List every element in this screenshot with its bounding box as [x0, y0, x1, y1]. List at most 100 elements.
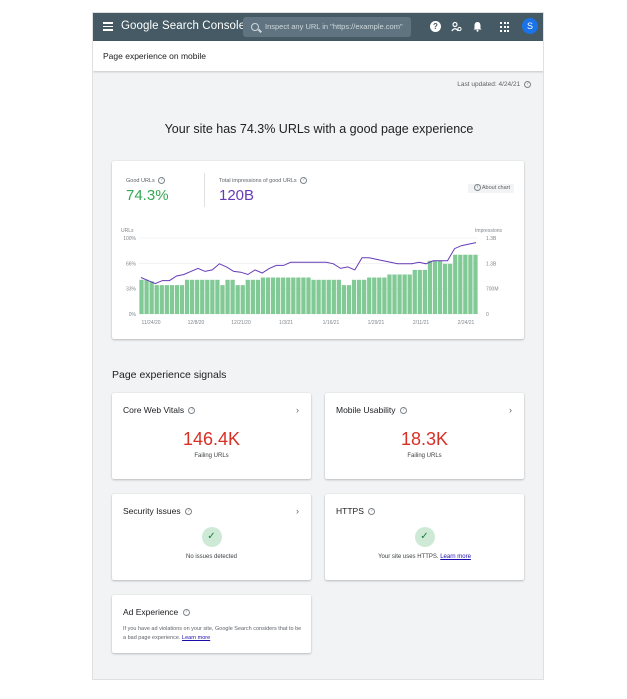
- info-icon[interactable]: ?: [185, 508, 193, 516]
- bar: [296, 277, 301, 314]
- bar: [316, 279, 321, 314]
- https-learn-more-link[interactable]: Learn more: [440, 554, 471, 560]
- security-issues-title-text: Security Issues: [123, 506, 181, 516]
- url-inspection-search[interactable]: Inspect any URL in "https://example.com": [243, 17, 411, 37]
- bar: [189, 279, 195, 314]
- x-tick-label: 1/3/21: [279, 320, 293, 326]
- good-urls-label: Good URLs: [126, 177, 155, 184]
- y-tick-label: 66%: [126, 261, 137, 267]
- help-icon[interactable]: ?: [430, 21, 441, 32]
- bar: [306, 277, 311, 314]
- info-icon[interactable]: ?: [158, 177, 166, 184]
- bar: [200, 279, 205, 314]
- account-avatar[interactable]: S: [522, 18, 538, 34]
- core-web-vitals-failing-count: 146.4K: [182, 429, 241, 449]
- bar: [326, 279, 331, 314]
- top-app-bar: Google Search Console Inspect any URL in…: [93, 13, 543, 41]
- security-issues-card[interactable]: Security Issues ? › ✓ No issues detected: [112, 494, 311, 580]
- bar: [215, 279, 220, 314]
- bar: [402, 274, 407, 314]
- x-tick-label: 1/16/21: [323, 320, 340, 326]
- y2-tick-label: 700M: [486, 287, 499, 293]
- ad-learn-more-link[interactable]: Learn more: [182, 634, 211, 641]
- chevron-right-icon[interactable]: ›: [509, 405, 512, 415]
- core-web-vitals-card[interactable]: Core Web Vitals ? › 146.4K Failing URLs: [112, 393, 311, 479]
- bar: [382, 277, 387, 314]
- https-status: Your site uses HTTPS. Learn more: [325, 554, 524, 560]
- menu-icon[interactable]: [103, 22, 113, 31]
- bar: [184, 279, 190, 314]
- bar: [179, 285, 185, 314]
- info-icon[interactable]: ?: [182, 609, 190, 617]
- signals-section-title: Page experience signals: [112, 369, 227, 381]
- core-web-vitals-title: Core Web Vitals ?: [123, 405, 196, 415]
- core-web-vitals-title-text: Core Web Vitals: [123, 405, 185, 415]
- mobile-usability-failing-label: Failing URLs: [407, 453, 442, 459]
- y-tick-label: 0%: [129, 312, 137, 318]
- bar: [341, 285, 347, 314]
- bar: [412, 269, 417, 314]
- info-icon[interactable]: ?: [524, 81, 531, 88]
- bar: [372, 277, 377, 314]
- search-placeholder: Inspect any URL in "https://example.com": [265, 22, 403, 31]
- y-tick-label: 100%: [123, 236, 136, 242]
- impressions-value: 120B: [219, 187, 255, 204]
- ad-experience-description: If you have ad violations on your site, …: [123, 625, 303, 642]
- bar: [397, 274, 402, 314]
- bar: [276, 277, 281, 314]
- chevron-right-icon[interactable]: ›: [296, 405, 299, 415]
- metric-divider: [204, 173, 205, 207]
- bar: [453, 254, 458, 314]
- bar: [154, 285, 159, 314]
- impressions-label: Total impressions of good URLs: [219, 177, 297, 184]
- chart-axis-labels: 100% 1.3B 66% 1.3B 33% 700M 0% 0 URLs Impressions…: [121, 228, 503, 326]
- bar: [458, 254, 463, 314]
- bar: [367, 277, 372, 314]
- impressions-line: [140, 242, 477, 285]
- about-chart-button[interactable]: i About chart: [467, 184, 514, 193]
- info-icon: i: [473, 184, 481, 192]
- bar: [139, 279, 144, 314]
- bar: [356, 279, 362, 314]
- impressions-line-path: [140, 242, 477, 285]
- mobile-usability-title: Mobile Usability ?: [336, 405, 407, 415]
- bar: [235, 285, 240, 314]
- bar: [351, 279, 357, 314]
- apps-grid-icon[interactable]: [500, 22, 510, 33]
- about-chart-label: About chart: [481, 185, 510, 191]
- settings-users-icon[interactable]: [451, 21, 462, 32]
- https-card: HTTPS ? ✓ Your site uses HTTPS. Learn mo…: [325, 494, 524, 580]
- bar: [336, 279, 341, 314]
- bar: [144, 279, 149, 314]
- page-title: Page experience on mobile: [103, 51, 207, 61]
- last-updated: Last updated: 4/24/21 ?: [457, 81, 531, 88]
- product-logo[interactable]: Google Search Console: [121, 20, 246, 32]
- bar: [473, 254, 478, 314]
- info-icon[interactable]: ?: [300, 177, 308, 184]
- bar: [265, 277, 271, 314]
- notifications-icon[interactable]: [472, 21, 483, 32]
- bar: [377, 277, 382, 314]
- impressions-metric-label: Total impressions of good URLs ?: [219, 177, 308, 184]
- mobile-usability-card[interactable]: Mobile Usability ? › 18.3K Failing URLs: [325, 393, 524, 479]
- bar: [286, 277, 291, 314]
- search-icon: [251, 23, 259, 31]
- mobile-usability-failing-count: 18.3K: [400, 429, 449, 449]
- overview-chart-card: Good URLs ? 74.3% Total impressions of g…: [112, 161, 524, 339]
- bar: [346, 285, 352, 314]
- x-tick-label: 2/24/21: [458, 320, 475, 326]
- info-icon[interactable]: ?: [188, 407, 196, 415]
- info-icon[interactable]: ?: [399, 407, 407, 415]
- bar: [281, 277, 286, 314]
- bar: [210, 279, 215, 314]
- bar: [432, 260, 438, 314]
- good-urls-metric-label: Good URLs ?: [126, 177, 166, 184]
- y2-tick-label: 0: [486, 312, 489, 318]
- bar: [301, 277, 306, 314]
- last-updated-text: Last updated: 4/24/21: [457, 81, 521, 89]
- page-header: Page experience on mobile: [93, 41, 543, 71]
- info-icon[interactable]: ?: [368, 508, 376, 516]
- core-web-vitals-failing-label: Failing URLs: [194, 453, 229, 459]
- bar: [448, 263, 453, 314]
- chevron-right-icon[interactable]: ›: [296, 506, 299, 516]
